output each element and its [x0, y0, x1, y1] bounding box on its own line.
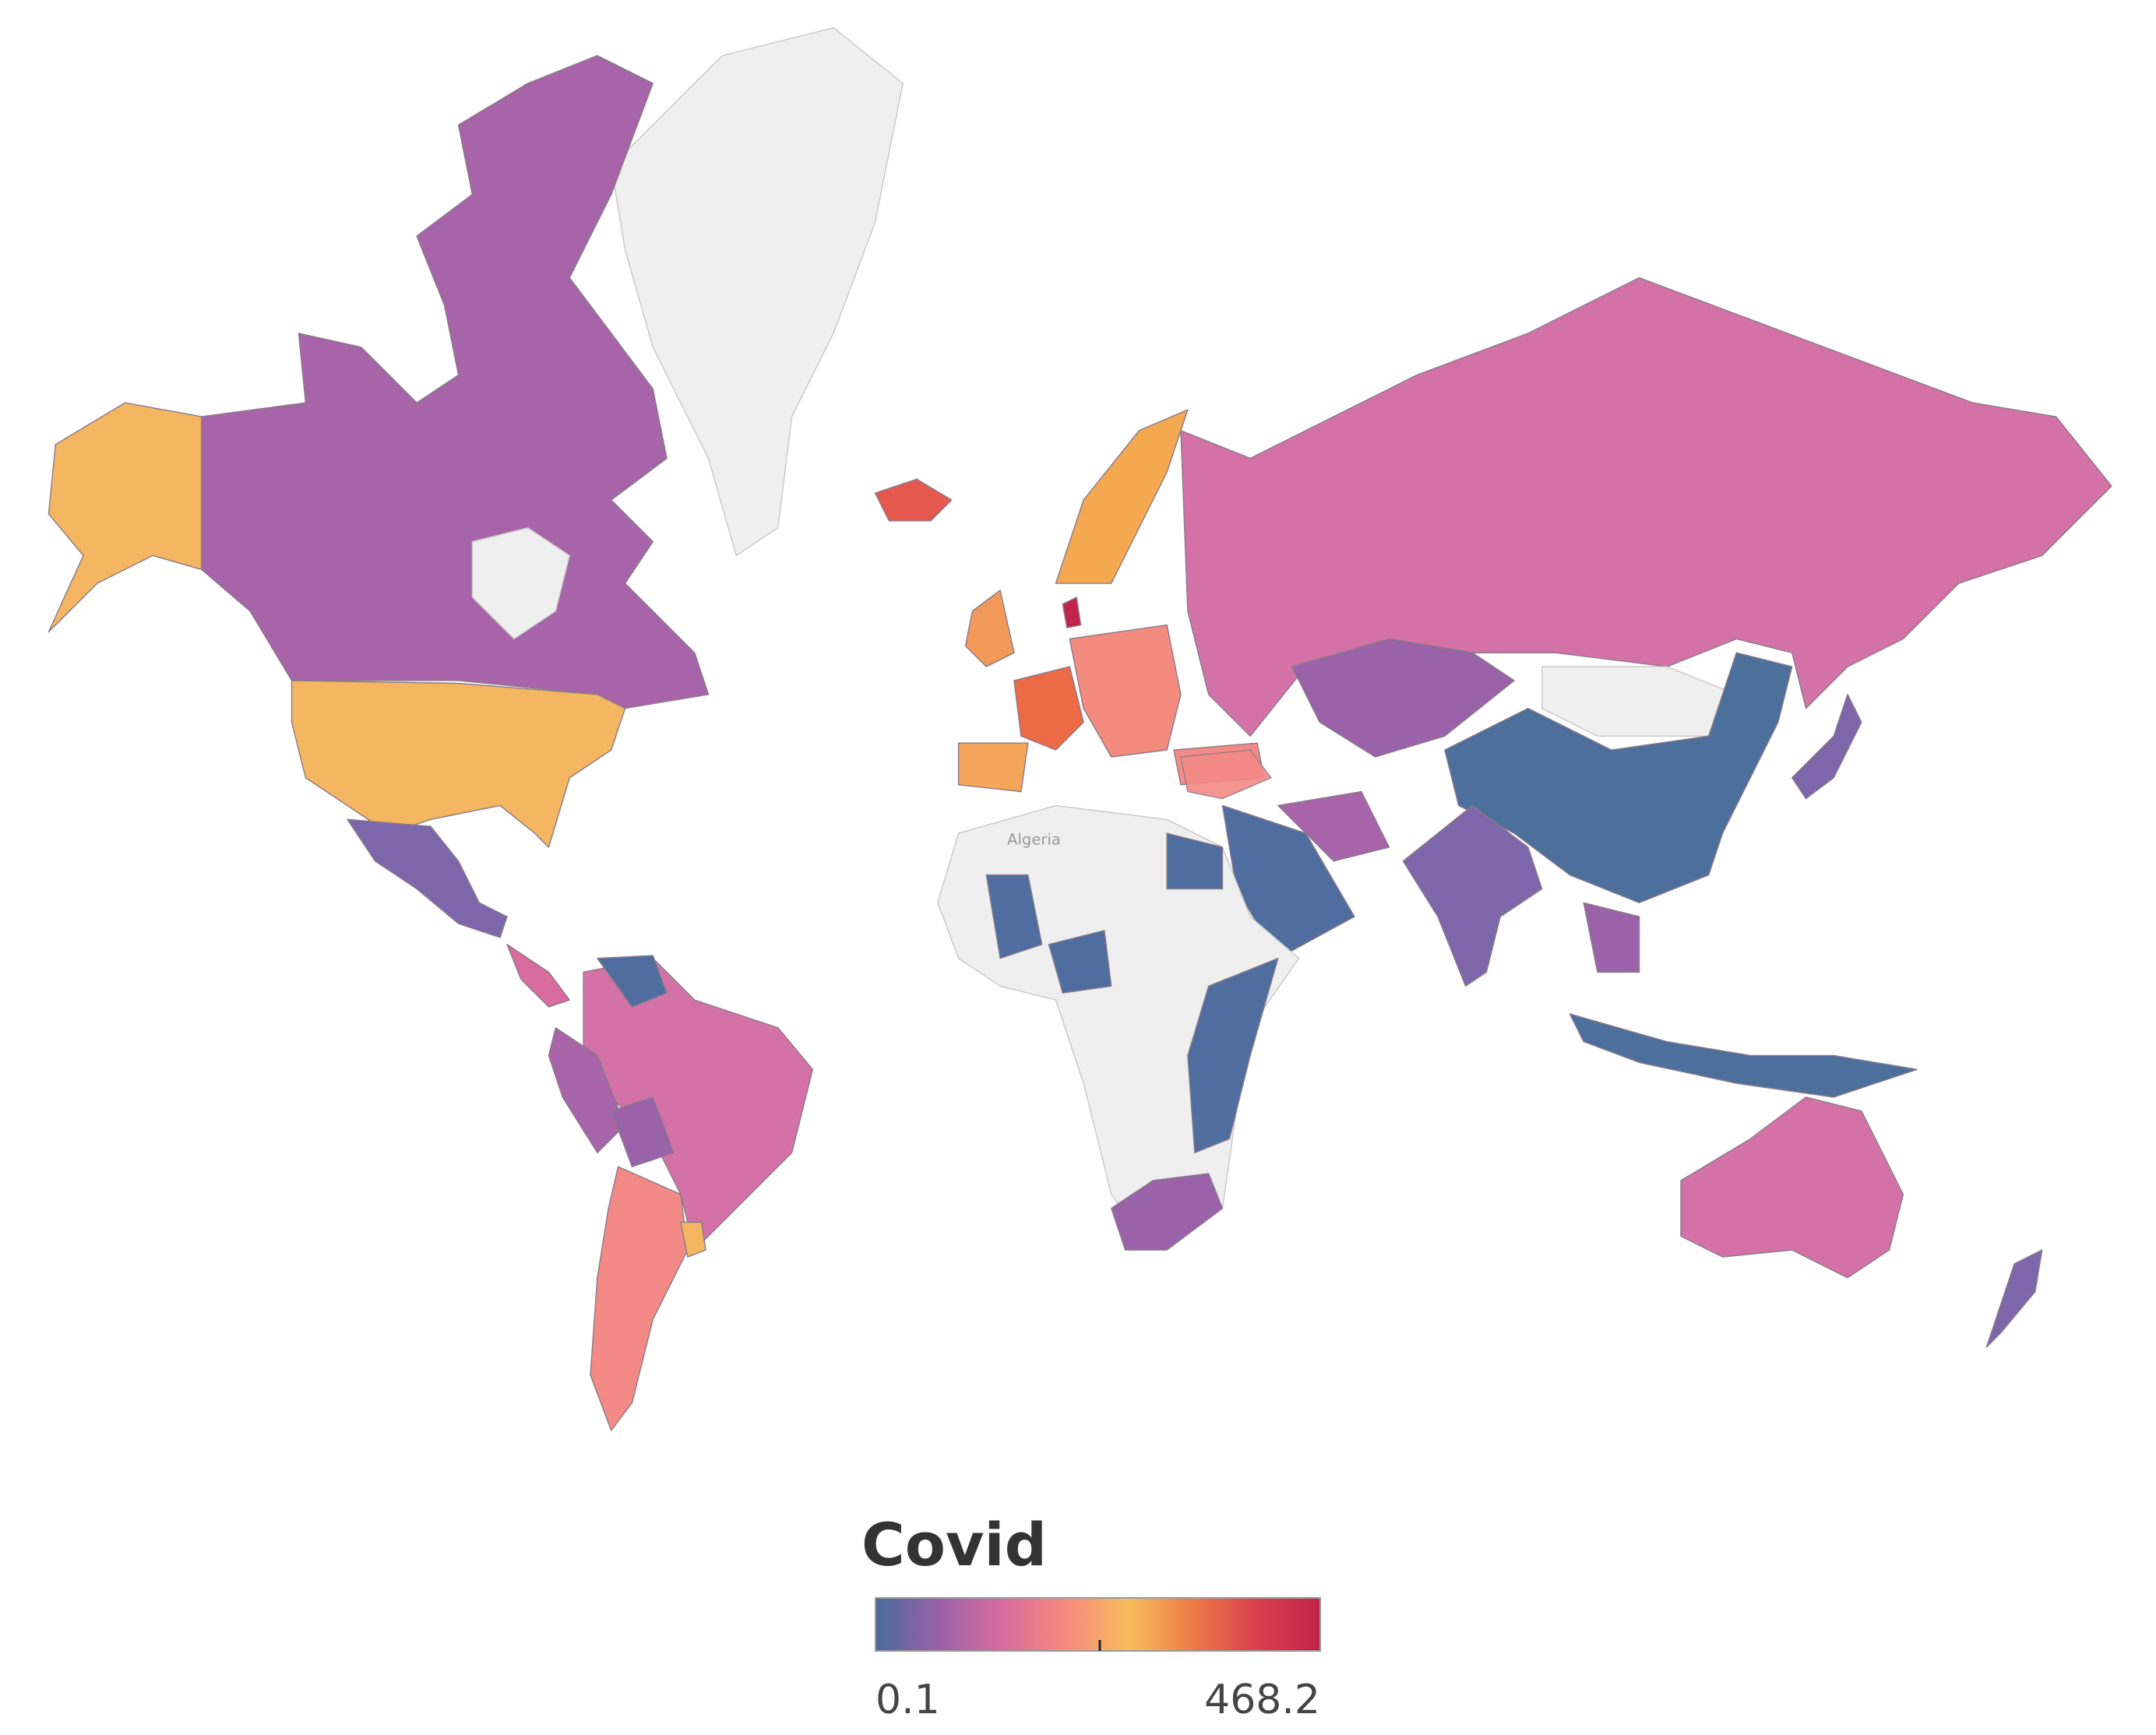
country [985, 874, 1043, 959]
country [1069, 624, 1182, 758]
country [611, 1096, 675, 1167]
country [1569, 1013, 1918, 1098]
country [1402, 804, 1543, 987]
country [1444, 652, 1793, 903]
country [680, 1221, 706, 1258]
color-scale [875, 1597, 1321, 1652]
legend-min: 0.1 [875, 1677, 940, 1723]
country [1062, 597, 1082, 628]
country [964, 589, 1015, 667]
country [1680, 1096, 1904, 1279]
country [1985, 1249, 2043, 1348]
country [610, 26, 904, 557]
country [1013, 666, 1084, 751]
country [1180, 749, 1272, 800]
lake [471, 526, 571, 640]
country [1055, 409, 1189, 584]
country [1541, 666, 1738, 737]
country [957, 742, 1029, 793]
world-map: Algeria [48, 26, 2112, 1431]
country [1277, 790, 1390, 862]
country [506, 944, 570, 1008]
country [590, 1166, 689, 1431]
country [1166, 832, 1224, 890]
country [874, 478, 953, 522]
country [1791, 694, 1862, 800]
country [1291, 638, 1515, 758]
country [1111, 1173, 1224, 1251]
country [1583, 902, 1640, 973]
country [597, 955, 668, 1008]
country [347, 818, 508, 938]
country [1187, 957, 1279, 1154]
legend-max: 468.2 [1204, 1677, 1320, 1723]
country [291, 680, 626, 848]
country [1048, 930, 1112, 994]
country [548, 1027, 626, 1154]
map-label: Algeria [1007, 830, 1061, 848]
legend-title: Covid [861, 1510, 1047, 1579]
legend: Covid 0.1 468.2 [861, 1510, 1321, 1723]
country [48, 402, 203, 633]
